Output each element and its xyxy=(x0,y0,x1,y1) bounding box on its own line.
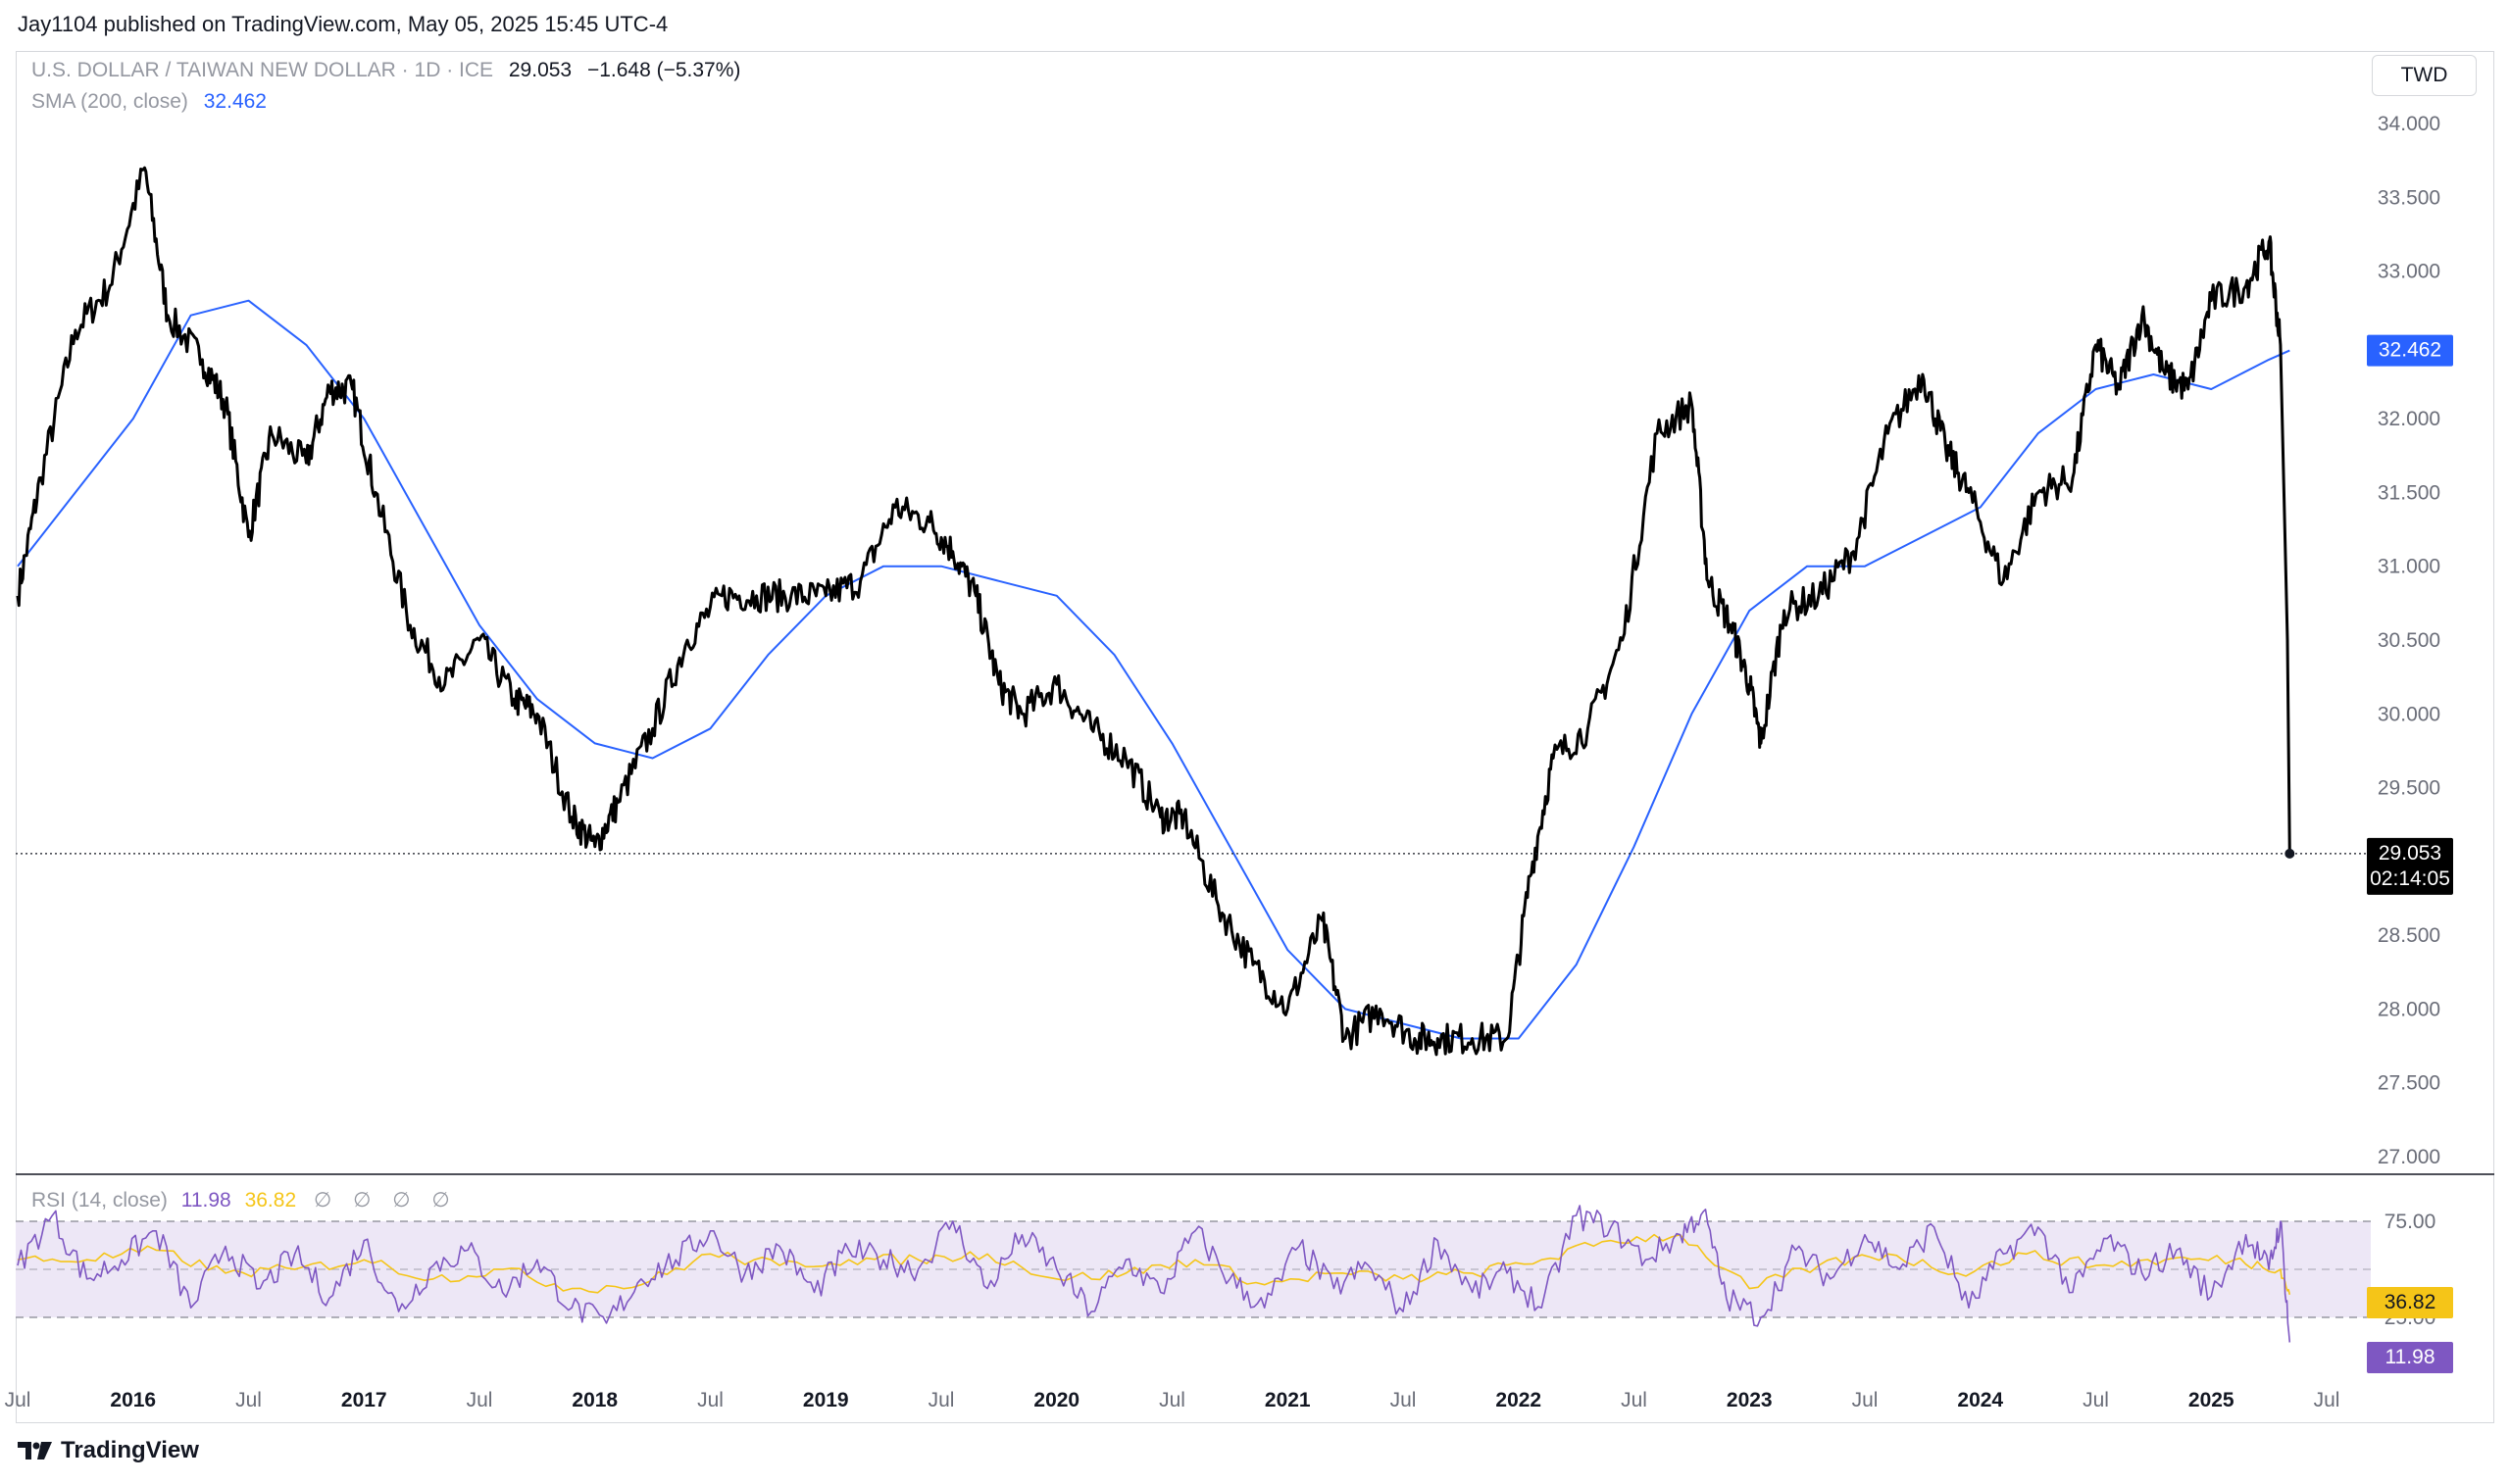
tradingview-logo-icon xyxy=(18,1442,52,1459)
symbol-title: U.S. DOLLAR / TAIWAN NEW DOLLAR · 1D · I… xyxy=(31,59,494,81)
time-axis-tick-label: 2016 xyxy=(110,1389,156,1411)
sma-price-badge: 32.462 xyxy=(2367,334,2453,367)
tradingview-footer[interactable]: TradingView xyxy=(18,1437,199,1464)
price-line xyxy=(16,166,2291,1057)
time-axis-tick-label: Jul xyxy=(1159,1389,1185,1411)
tradingview-brand: TradingView xyxy=(61,1437,199,1463)
last-price-badge-text: 02:14:05 xyxy=(2370,867,2450,890)
time-axis-tick-label: 2022 xyxy=(1495,1389,1541,1411)
time-axis-tick-label: 2025 xyxy=(2188,1389,2234,1411)
price-axis-tick-label: 27.500 xyxy=(2378,1072,2440,1095)
price-axis-tick-label: 28.500 xyxy=(2378,924,2440,947)
price-axis-tick-label: 34.000 xyxy=(2378,113,2440,135)
currency-button[interactable]: TWD xyxy=(2372,55,2477,96)
rsi-ma-badge-text: 36.82 xyxy=(2384,1291,2436,1313)
time-axis-tick-label: 2018 xyxy=(572,1389,618,1411)
last-price-badge-bg xyxy=(2367,837,2453,895)
sma-legend: SMA (200, close) 32.462 xyxy=(31,90,267,114)
time-axis-tick-label: 2020 xyxy=(1033,1389,1079,1411)
last-price-value: 29.053 xyxy=(508,59,573,81)
rsi-band-fill xyxy=(16,1221,2371,1317)
rsi-ma-badge: 36.82 xyxy=(2367,1287,2453,1318)
last-price-marker xyxy=(2284,848,2295,859)
rsi-axis-tick-label: 75.00 xyxy=(2384,1211,2436,1233)
price-axis-tick-label: 32.000 xyxy=(2378,408,2440,430)
sma-price-badge-bg xyxy=(2367,334,2453,367)
price-axis-tick-label: 29.500 xyxy=(2378,777,2440,800)
price-change-value: −1.648 (−5.37%) xyxy=(586,59,741,81)
time-axis-tick-label: 2019 xyxy=(803,1389,849,1411)
chart-frame xyxy=(16,51,2494,1423)
price-axis-tick-label: 30.500 xyxy=(2378,629,2440,652)
rsi-line xyxy=(17,1205,2291,1343)
rsi-value-badge-bg xyxy=(2367,1342,2453,1373)
rsi-legend: RSI (14, close) 11.98 36.82 ∅ ∅ ∅ ∅ xyxy=(31,1188,458,1212)
time-axis-tick-label: Jul xyxy=(1390,1389,1417,1411)
time-axis-tick-label: Jul xyxy=(2314,1389,2340,1411)
time-axis-tick-label: 2024 xyxy=(1957,1389,2003,1411)
rsi-hidden-inputs-icons: ∅ ∅ ∅ ∅ xyxy=(313,1189,458,1212)
price-axis-tick-label: 33.500 xyxy=(2378,186,2440,209)
publisher-line: Jay1104 published on TradingView.com, Ma… xyxy=(18,12,669,36)
price-axis-tick-label: 31.500 xyxy=(2378,481,2440,504)
time-axis-tick-label: 2017 xyxy=(341,1389,387,1411)
time-axis-tick-label: Jul xyxy=(467,1389,493,1411)
sma-price-badge-text: 32.462 xyxy=(2379,339,2441,362)
price-axis-tick-label: 33.000 xyxy=(2378,261,2440,283)
rsi-label: RSI (14, close) xyxy=(31,1189,168,1212)
time-axis-tick-label: Jul xyxy=(235,1389,262,1411)
price-axis-tick-label: 30.000 xyxy=(2378,703,2440,725)
time-axis-tick-label: Jul xyxy=(5,1389,31,1411)
time-axis-tick-label: Jul xyxy=(929,1389,955,1411)
last-price-badge-text: 29.053 xyxy=(2379,842,2441,865)
price-legend: U.S. DOLLAR / TAIWAN NEW DOLLAR · 1D · I… xyxy=(31,59,740,82)
time-axis-tick-label: 2023 xyxy=(1727,1389,1773,1411)
sma-line xyxy=(17,299,2290,1040)
sma-label: SMA (200, close) xyxy=(31,90,188,113)
price-axis-tick-label: 27.000 xyxy=(2378,1146,2440,1168)
rsi-ma-badge-bg xyxy=(2367,1287,2453,1318)
rsi-value-badge: 11.98 xyxy=(2367,1342,2453,1373)
price-axis-tick-label: 31.000 xyxy=(2378,556,2440,578)
rsi-ma-value: 36.82 xyxy=(244,1189,297,1212)
rsi-ma-line xyxy=(17,1233,2291,1295)
price-axis-tick-label: 28.000 xyxy=(2378,998,2440,1020)
time-axis-tick-label: Jul xyxy=(2083,1389,2109,1411)
rsi-value-badge-text: 11.98 xyxy=(2385,1346,2435,1368)
sma-value: 32.462 xyxy=(203,90,267,113)
rsi-value: 11.98 xyxy=(180,1189,231,1212)
time-axis-tick-label: 2021 xyxy=(1265,1389,1311,1411)
time-axis-tick-label: Jul xyxy=(697,1389,724,1411)
time-axis-tick-label: Jul xyxy=(1621,1389,1647,1411)
time-axis-tick-label: Jul xyxy=(1852,1389,1879,1411)
